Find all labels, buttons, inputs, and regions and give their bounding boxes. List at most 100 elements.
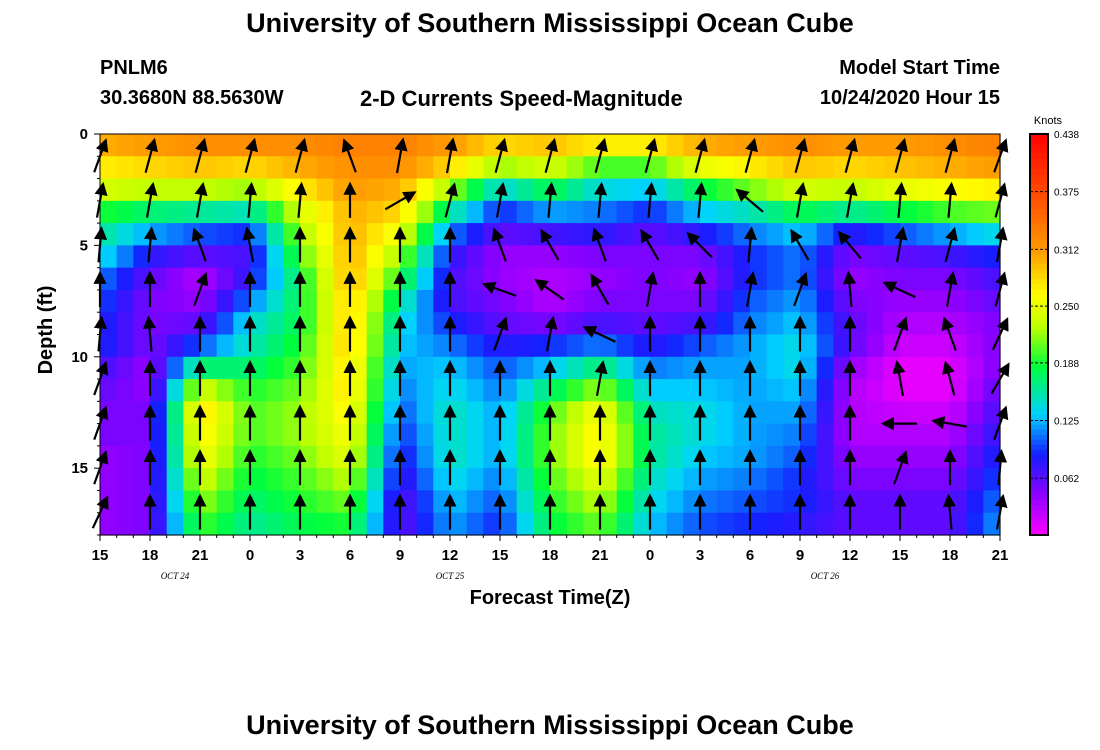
heatmap-cell — [633, 401, 651, 425]
heatmap-cell — [483, 356, 501, 380]
colorbar-swatch — [1030, 399, 1048, 406]
heatmap-cell — [316, 156, 334, 180]
heatmap-cell — [283, 512, 301, 536]
heatmap-cell — [433, 267, 451, 291]
heatmap-cell — [516, 445, 534, 469]
heatmap-cell — [483, 134, 501, 157]
heatmap-cell — [350, 356, 368, 380]
heatmap-cell — [800, 512, 818, 536]
colorbar-swatch — [1030, 389, 1048, 396]
heatmap-cell — [766, 134, 784, 157]
heatmap-cell — [966, 156, 984, 180]
heatmap-cell — [116, 445, 134, 469]
heatmap-cell — [416, 267, 434, 291]
heatmap-cell — [166, 245, 184, 269]
heatmap-cell — [566, 423, 584, 447]
heatmap-cell — [733, 468, 751, 492]
current-vector-arrow — [242, 226, 256, 263]
heatmap-cell — [116, 134, 134, 157]
heatmap-cell — [833, 379, 851, 402]
colorbar-swatch — [1030, 454, 1048, 461]
heatmap-cell — [450, 334, 468, 358]
current-vector-arrow — [644, 137, 658, 173]
colorbar-swatch — [1030, 414, 1048, 421]
heatmap-cell — [450, 401, 468, 425]
heatmap-cell — [966, 200, 984, 224]
heatmap-cell — [883, 200, 901, 224]
heatmap-cell — [150, 289, 168, 313]
heatmap-cell — [450, 356, 468, 380]
heatmap-cell — [700, 423, 718, 447]
heatmap-cell — [550, 334, 568, 358]
current-vector-arrow — [493, 316, 509, 351]
heatmap-cell — [133, 512, 151, 536]
x-tick-label: 3 — [296, 547, 304, 564]
x-tick-label: 21 — [592, 547, 609, 564]
heatmap-cell — [983, 468, 1001, 492]
heatmap-cell — [266, 267, 284, 291]
heatmap-cell — [433, 379, 451, 402]
heatmap-cell — [666, 156, 684, 180]
heatmap-cell — [783, 134, 801, 157]
heatmap-cell — [600, 423, 618, 447]
heatmap-cell — [766, 200, 784, 224]
heatmap-cell — [650, 223, 668, 246]
heatmap-cell — [916, 134, 934, 157]
heatmap-cell — [216, 512, 234, 536]
heatmap-cell — [100, 379, 118, 402]
heatmap-cell — [300, 401, 318, 425]
heatmap-cell — [583, 334, 601, 358]
heatmap-cell — [233, 267, 251, 291]
heatmap-cell — [383, 423, 401, 447]
colorbar-swatch — [1030, 204, 1048, 210]
colorbar-swatch — [1030, 344, 1048, 351]
colorbar-frame — [1029, 133, 1049, 536]
heatmap-cell — [400, 379, 418, 402]
heatmap-cell — [816, 512, 834, 536]
heatmap-cell — [416, 289, 434, 313]
colorbar-swatch — [1030, 239, 1048, 245]
colorbar-tick-label: 0.312 — [1054, 245, 1079, 256]
heatmap-cell — [250, 334, 268, 358]
heatmap-cell — [233, 490, 251, 514]
heatmap-cell — [750, 379, 768, 402]
heatmap-cell — [316, 356, 334, 380]
heatmap-cell — [350, 156, 368, 180]
heatmap-cell — [850, 289, 868, 313]
heatmap-cell — [683, 178, 701, 202]
heatmap-cell — [716, 379, 734, 402]
heatmap-cell — [916, 156, 934, 180]
heatmap-cell — [533, 490, 551, 514]
x-tick-label: 3 — [696, 547, 704, 564]
heatmap-cell — [366, 334, 384, 358]
heatmap-cell — [366, 156, 384, 180]
heatmap-cell — [466, 445, 484, 469]
heatmap-cell — [383, 200, 401, 224]
heatmap-cell — [233, 289, 251, 313]
heatmap-cell — [666, 178, 684, 202]
heatmap-cell — [766, 289, 784, 313]
heatmap-cell — [666, 312, 684, 336]
heatmap-cell — [533, 289, 551, 313]
heatmap-cell — [750, 356, 768, 380]
heatmap-cell — [333, 490, 351, 514]
colorbar-swatch — [1030, 479, 1048, 486]
heatmap-cell — [366, 423, 384, 447]
heatmap-cell — [733, 223, 751, 246]
current-vector-arrow — [593, 181, 608, 218]
heatmap-cell — [783, 156, 801, 180]
heatmap-cell — [116, 223, 134, 246]
heatmap-cell — [883, 134, 901, 157]
heatmap-cell — [716, 267, 734, 291]
heatmap-cell — [366, 245, 384, 269]
heatmap-cell — [733, 490, 751, 514]
heatmap-cell — [300, 312, 318, 336]
current-vector-arrow — [844, 181, 858, 218]
heatmap-cell — [800, 156, 818, 180]
heatmap-cell — [266, 468, 284, 492]
heatmap-cell — [550, 200, 568, 224]
heatmap-cell — [683, 334, 701, 358]
heatmap-cell — [100, 445, 118, 469]
heatmap-cell — [883, 334, 901, 358]
heatmap-cell — [366, 289, 384, 313]
